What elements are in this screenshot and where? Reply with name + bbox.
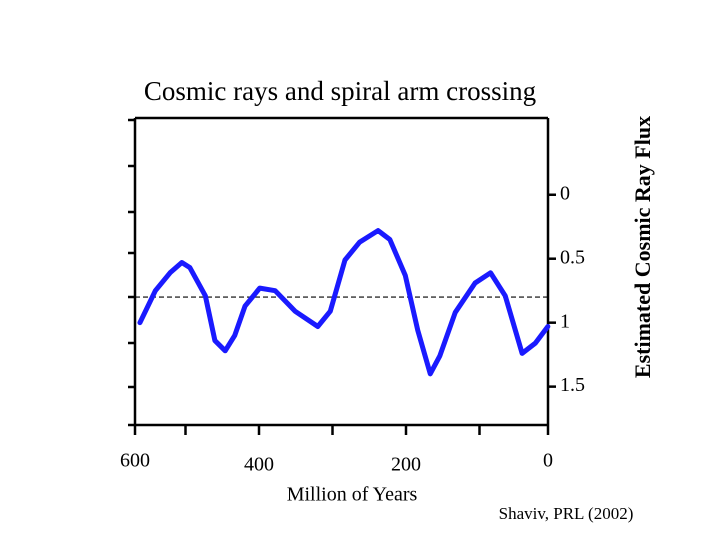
x-tick-label: 600 — [120, 450, 150, 472]
y2-tick-label: 1 — [560, 310, 570, 332]
data-line — [137, 228, 551, 377]
y-axis-label: Estimated Cosmic Ray Flux — [630, 116, 655, 378]
y2-tick-label: 1.5 — [560, 374, 585, 396]
annotation: Shaviv, PRL (2002) — [499, 504, 634, 523]
x-tick-label: 0 — [543, 450, 553, 472]
x-tick-label: 400 — [244, 454, 274, 476]
x-axis-label: Million of Years — [287, 484, 418, 506]
y2-tick-label: 0.5 — [560, 246, 585, 268]
x-tick-label: 200 — [391, 454, 421, 476]
chart-title: Cosmic rays and spiral arm crossing — [144, 76, 536, 106]
y2-tick-label: 0 — [560, 182, 570, 204]
